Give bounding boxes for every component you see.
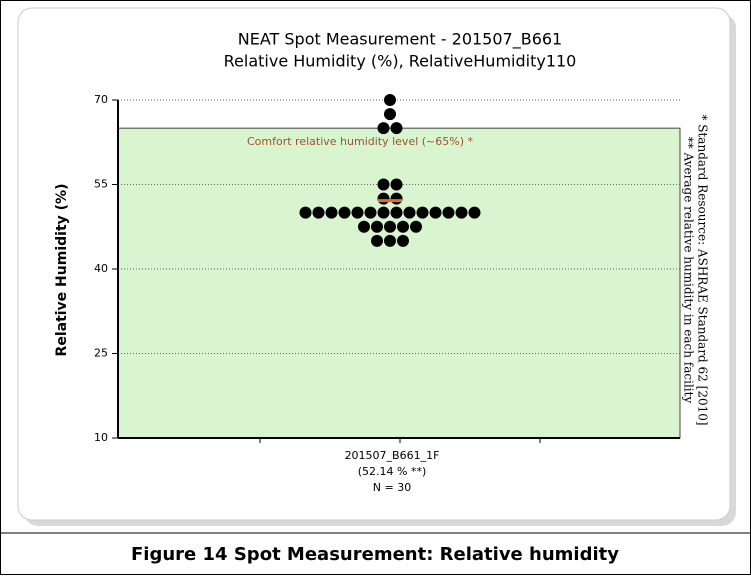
dot — [358, 220, 370, 233]
dot — [442, 206, 455, 219]
dot — [351, 206, 364, 219]
y-tick-label: 40 — [94, 262, 108, 275]
plot: Comfort relative humidity level (~65%) *… — [94, 93, 681, 494]
dot — [371, 220, 383, 233]
comfort-zone — [117, 127, 681, 439]
dot — [377, 178, 390, 191]
dot — [384, 220, 396, 233]
dot — [364, 206, 377, 219]
chart-subtitle: Relative Humidity (%), RelativeHumidity1… — [224, 52, 577, 71]
dot — [416, 206, 429, 219]
dot — [312, 206, 325, 219]
dot — [390, 206, 403, 219]
y-tick-label: 25 — [94, 347, 108, 360]
y-tick-label: 70 — [94, 93, 108, 106]
dot — [455, 206, 468, 219]
mean-label: (52.14 % **) — [358, 465, 427, 478]
dot — [397, 234, 409, 247]
chart-title: NEAT Spot Measurement - 201507_B661 — [238, 30, 562, 50]
y-axis-label: Relative Humidity (%) — [54, 184, 70, 357]
y-tick-label: 10 — [94, 431, 108, 444]
y-tick-label: 55 — [94, 178, 108, 191]
dot — [377, 192, 390, 205]
dot — [390, 178, 403, 191]
dot — [410, 220, 422, 233]
dot — [390, 192, 403, 205]
dot — [384, 108, 396, 121]
count-label: N = 30 — [373, 481, 411, 494]
dot — [325, 206, 338, 219]
dot — [397, 220, 409, 233]
dot — [468, 206, 481, 219]
dot — [377, 206, 390, 219]
dot — [403, 206, 416, 219]
dot — [390, 122, 403, 135]
dot — [384, 234, 396, 247]
note: ** Average relative humidity in each fac… — [682, 137, 696, 404]
dot — [299, 206, 312, 219]
caption: Figure 14 Spot Measurement: Relative hum… — [131, 544, 619, 565]
dot — [371, 234, 383, 247]
dot — [429, 206, 442, 219]
dot — [384, 94, 396, 106]
dot — [377, 122, 390, 135]
note: * Standard Resource: ASHRAE Standard 62 … — [696, 114, 710, 425]
annotation: Comfort relative humidity level (~65%) * — [247, 135, 474, 148]
x-tick-label: 201507_B661_1F — [345, 449, 440, 462]
dot — [338, 206, 351, 219]
